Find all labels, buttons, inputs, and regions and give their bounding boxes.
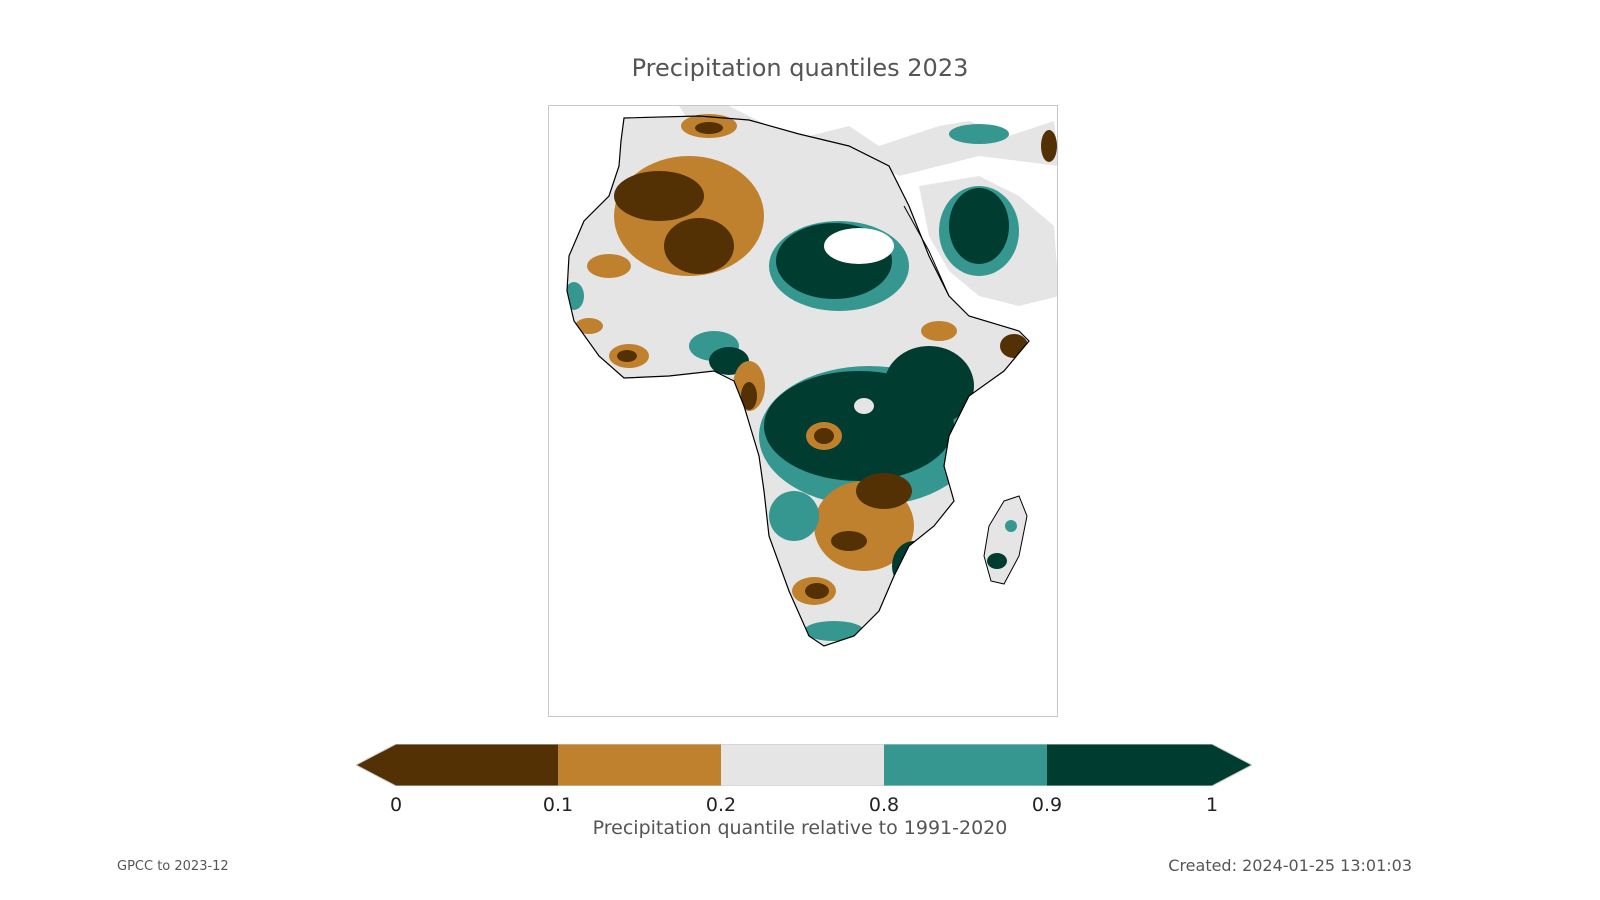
colorbar-tick: 1 bbox=[1205, 794, 1219, 816]
turkey-wet bbox=[949, 124, 1009, 144]
arabia-very-wet bbox=[949, 188, 1009, 264]
colorbar-tick: 0.8 bbox=[868, 794, 900, 816]
madagascar-wet-2 bbox=[1005, 520, 1017, 532]
created-timestamp: Created: 2024-01-25 13:01:03 bbox=[1168, 856, 1412, 875]
colorbar-tick: 0.9 bbox=[1031, 794, 1063, 816]
colorbar-segment-normal bbox=[721, 744, 884, 786]
colorbar-segment-wet bbox=[884, 744, 1047, 786]
europe-land bbox=[679, 106, 1057, 176]
colorbar-segment-very-wet bbox=[1047, 744, 1252, 786]
colorbar-segment-very-dry bbox=[356, 744, 558, 786]
colorbar-tick: 0.2 bbox=[705, 794, 737, 816]
africa-precipitation-map bbox=[566, 106, 1057, 647]
chart-title: Precipitation quantiles 2023 bbox=[631, 54, 969, 82]
map-panel bbox=[548, 105, 1058, 717]
colorbar-label: Precipitation quantile relative to 1991-… bbox=[592, 817, 1008, 839]
red-sea-coast bbox=[903, 205, 950, 297]
iberia-very-dry bbox=[695, 122, 723, 134]
colorbar-tick: 0 bbox=[389, 794, 403, 816]
colorbar-tick: 0.1 bbox=[542, 794, 574, 816]
madagascar bbox=[983, 495, 1028, 585]
data-source-note: GPCC to 2023-12 bbox=[117, 859, 229, 874]
caucasus-very-dry bbox=[1041, 130, 1057, 162]
colorbar bbox=[356, 744, 1252, 786]
colorbar-segment-dry bbox=[558, 744, 721, 786]
madagascar-wet bbox=[987, 553, 1007, 569]
